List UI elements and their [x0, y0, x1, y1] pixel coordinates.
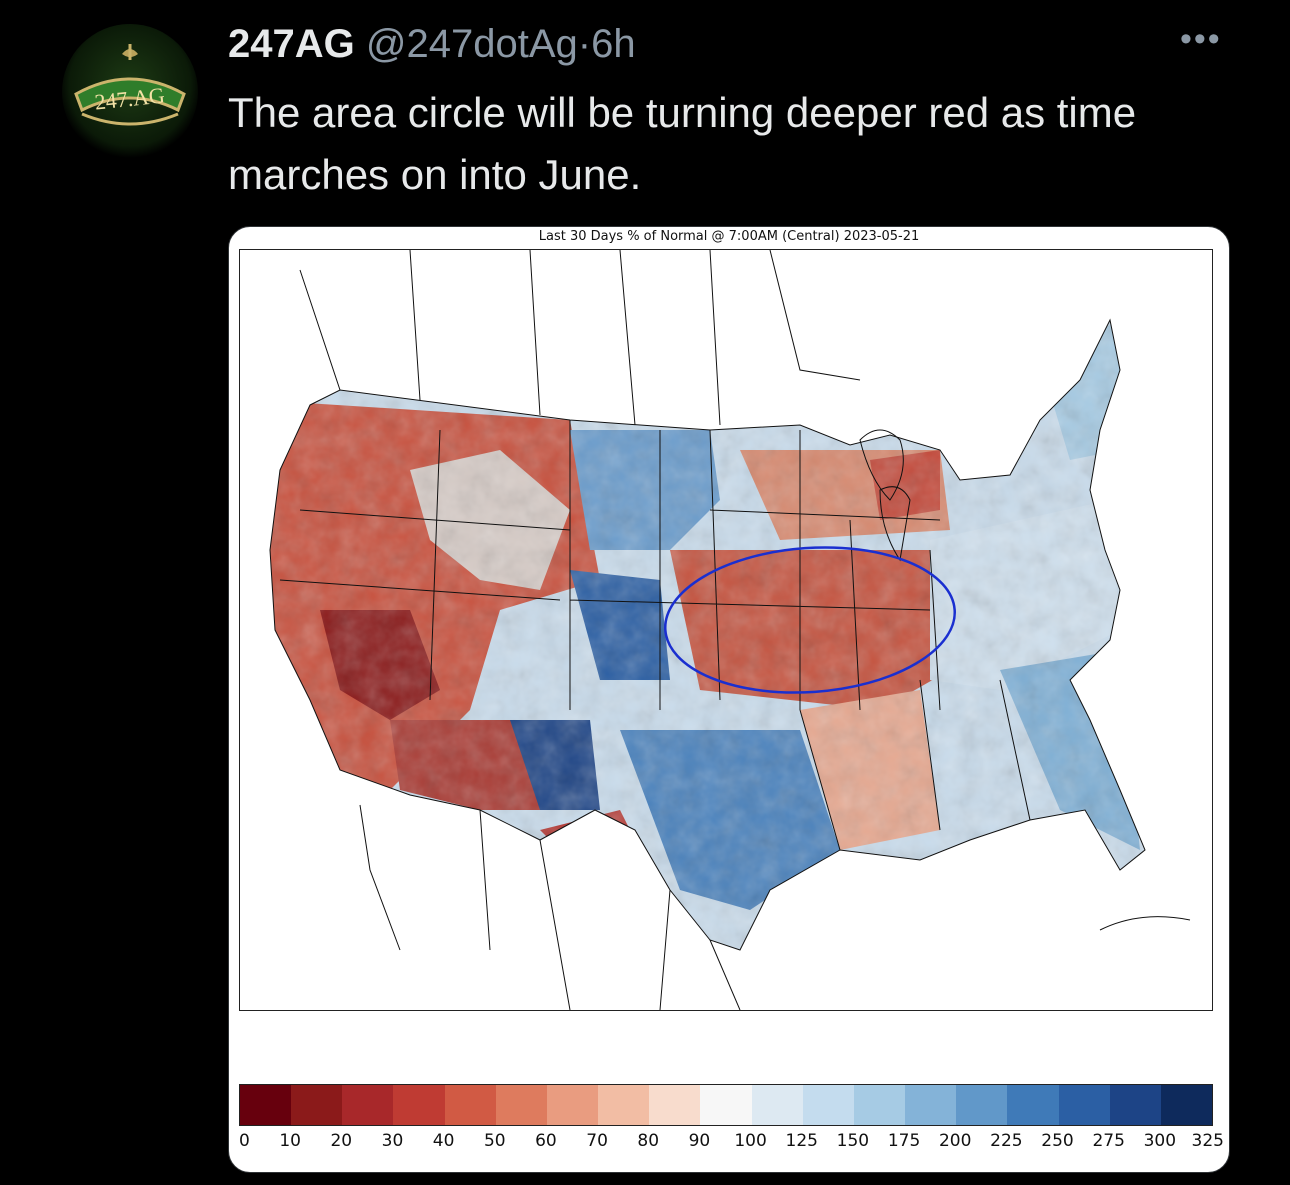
- colorbar-swatch: [393, 1085, 445, 1125]
- colorbar-tick-label: 90: [688, 1131, 711, 1151]
- media-card[interactable]: Last 30 Days % of Normal @ 7:00AM (Centr…: [228, 226, 1230, 1173]
- colorbar-swatch: [1109, 1085, 1161, 1125]
- tweet-header: 247AG @247dotAg·6h: [228, 18, 636, 70]
- display-name[interactable]: 247AG: [228, 22, 355, 66]
- colorbar-tick-label: 250: [1041, 1131, 1074, 1151]
- colorbar-tick-label: 70: [586, 1131, 608, 1151]
- colorbar-swatch: [853, 1085, 906, 1125]
- colorbar-swatch: [342, 1085, 394, 1125]
- colorbar-swatch: [444, 1085, 496, 1125]
- avatar[interactable]: 247.AG: [62, 24, 198, 160]
- colorbar-tick-label: 325: [1191, 1131, 1224, 1151]
- colorbar-swatch: [649, 1085, 701, 1125]
- colorbar: [239, 1084, 1213, 1126]
- map-title: Last 30 Days % of Normal @ 7:00AM (Centr…: [538, 229, 920, 244]
- separator-dot: ·: [577, 22, 592, 66]
- colorbar-swatch: [598, 1085, 650, 1125]
- colorbar-swatch: [751, 1085, 803, 1125]
- colorbar-swatch: [495, 1085, 547, 1125]
- colorbar-tick-label: 50: [483, 1131, 506, 1151]
- colorbar-tick-label: 40: [432, 1131, 455, 1151]
- colorbar-swatch: [905, 1085, 957, 1125]
- colorbar-tick-label: 300: [1143, 1131, 1177, 1151]
- map-graphic: [269, 249, 1191, 1011]
- colorbar-swatch: [1007, 1085, 1059, 1125]
- colorbar-swatch: [1160, 1085, 1212, 1125]
- colorbar-tick-label: 100: [734, 1131, 767, 1151]
- precipitation-map: [239, 249, 1213, 1011]
- colorbar-tick-label: 225: [990, 1131, 1023, 1151]
- colorbar-tick-label: 30: [381, 1131, 404, 1151]
- user-handle[interactable]: @247dotAg: [365, 22, 578, 66]
- colorbar-swatch: [700, 1085, 752, 1125]
- colorbar-tick-label: 150: [836, 1131, 870, 1151]
- colorbar-tick-label: 175: [887, 1131, 921, 1151]
- colorbar-tick-label: 60: [535, 1131, 557, 1151]
- colorbar-tick-label: 20: [330, 1131, 353, 1151]
- colorbar-ticks: 0 10 20 30 40 50 60 70 80 90 100 125 150 175 200 225 250…: [239, 1131, 1224, 1155]
- colorbar-tick-label: 125: [785, 1131, 818, 1151]
- timestamp[interactable]: 6h: [591, 22, 636, 66]
- colorbar-swatch: [546, 1085, 599, 1125]
- colorbar-swatch: [956, 1085, 1008, 1125]
- colorbar-tick-label: 200: [938, 1131, 972, 1151]
- colorbar-tick-label: 275: [1092, 1131, 1125, 1151]
- colorbar-swatch: [1058, 1085, 1110, 1125]
- colorbar-swatch: [291, 1085, 343, 1125]
- colorbar-tick-label: 80: [637, 1131, 660, 1151]
- colorbar-tick-label: 10: [279, 1131, 301, 1151]
- colorbar-tick-label: 0: [239, 1131, 250, 1151]
- colorbar-swatch: [240, 1085, 292, 1125]
- tweet-text: The area circle will be turning deeper r…: [228, 89, 1137, 198]
- highlight-ellipse: [664, 546, 956, 694]
- more-horizontal-icon[interactable]: •••: [1180, 20, 1222, 58]
- colorbar-swatch: [802, 1085, 854, 1125]
